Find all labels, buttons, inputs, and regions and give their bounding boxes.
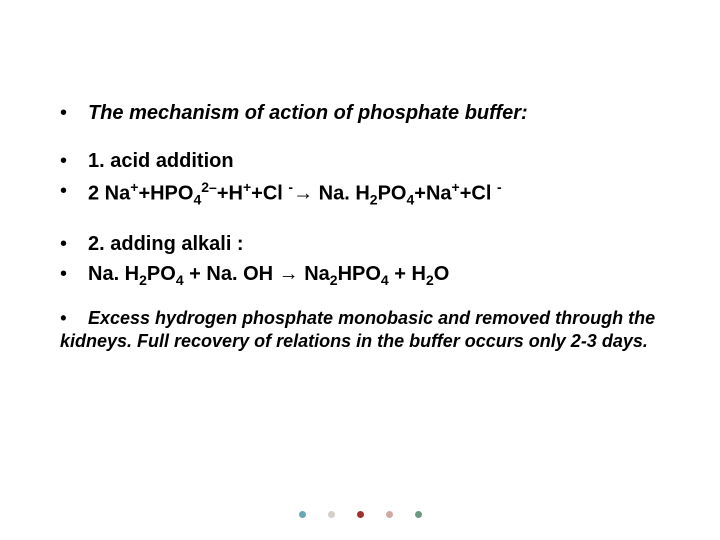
section2-label-line: • 2. adding alkali : xyxy=(60,231,670,257)
footer-text: Excess hydrogen phosphate monobasic and … xyxy=(60,308,655,351)
bullet-icon: • xyxy=(60,148,88,174)
equation2-line: • Na. H2PO4 + Na. OH → Na2HPO4 + H2O xyxy=(60,261,670,289)
section1-label-line: • 1. acid addition xyxy=(60,148,670,174)
bullet-icon: • xyxy=(60,261,88,287)
bullet-icon: • xyxy=(60,231,88,257)
dot-icon xyxy=(328,511,335,518)
bullet-icon: • xyxy=(60,307,88,330)
title-text: The mechanism of action of phosphate buf… xyxy=(88,100,528,126)
equation1: 2 Na++HPO42–+H++Cl -→ Na. H2PO4+Na++Cl - xyxy=(88,178,502,209)
equation1-line: • 2 Na++HPO42–+H++Cl -→ Na. H2PO4+Na++Cl… xyxy=(60,178,670,209)
equation2: Na. H2PO4 + Na. OH → Na2HPO4 + H2O xyxy=(88,261,449,289)
title-line: • The mechanism of action of phosphate b… xyxy=(60,100,670,126)
dot-icon xyxy=(415,511,422,518)
section1-label: 1. acid addition xyxy=(88,148,234,174)
decorative-dots xyxy=(0,511,720,518)
dot-icon xyxy=(386,511,393,518)
section2-label: 2. adding alkali : xyxy=(88,231,244,257)
dot-icon xyxy=(299,511,306,518)
bullet-icon: • xyxy=(60,178,88,204)
footer-paragraph: •Excess hydrogen phosphate monobasic and… xyxy=(60,307,670,352)
dot-icon xyxy=(357,511,364,518)
bullet-icon: • xyxy=(60,100,88,126)
